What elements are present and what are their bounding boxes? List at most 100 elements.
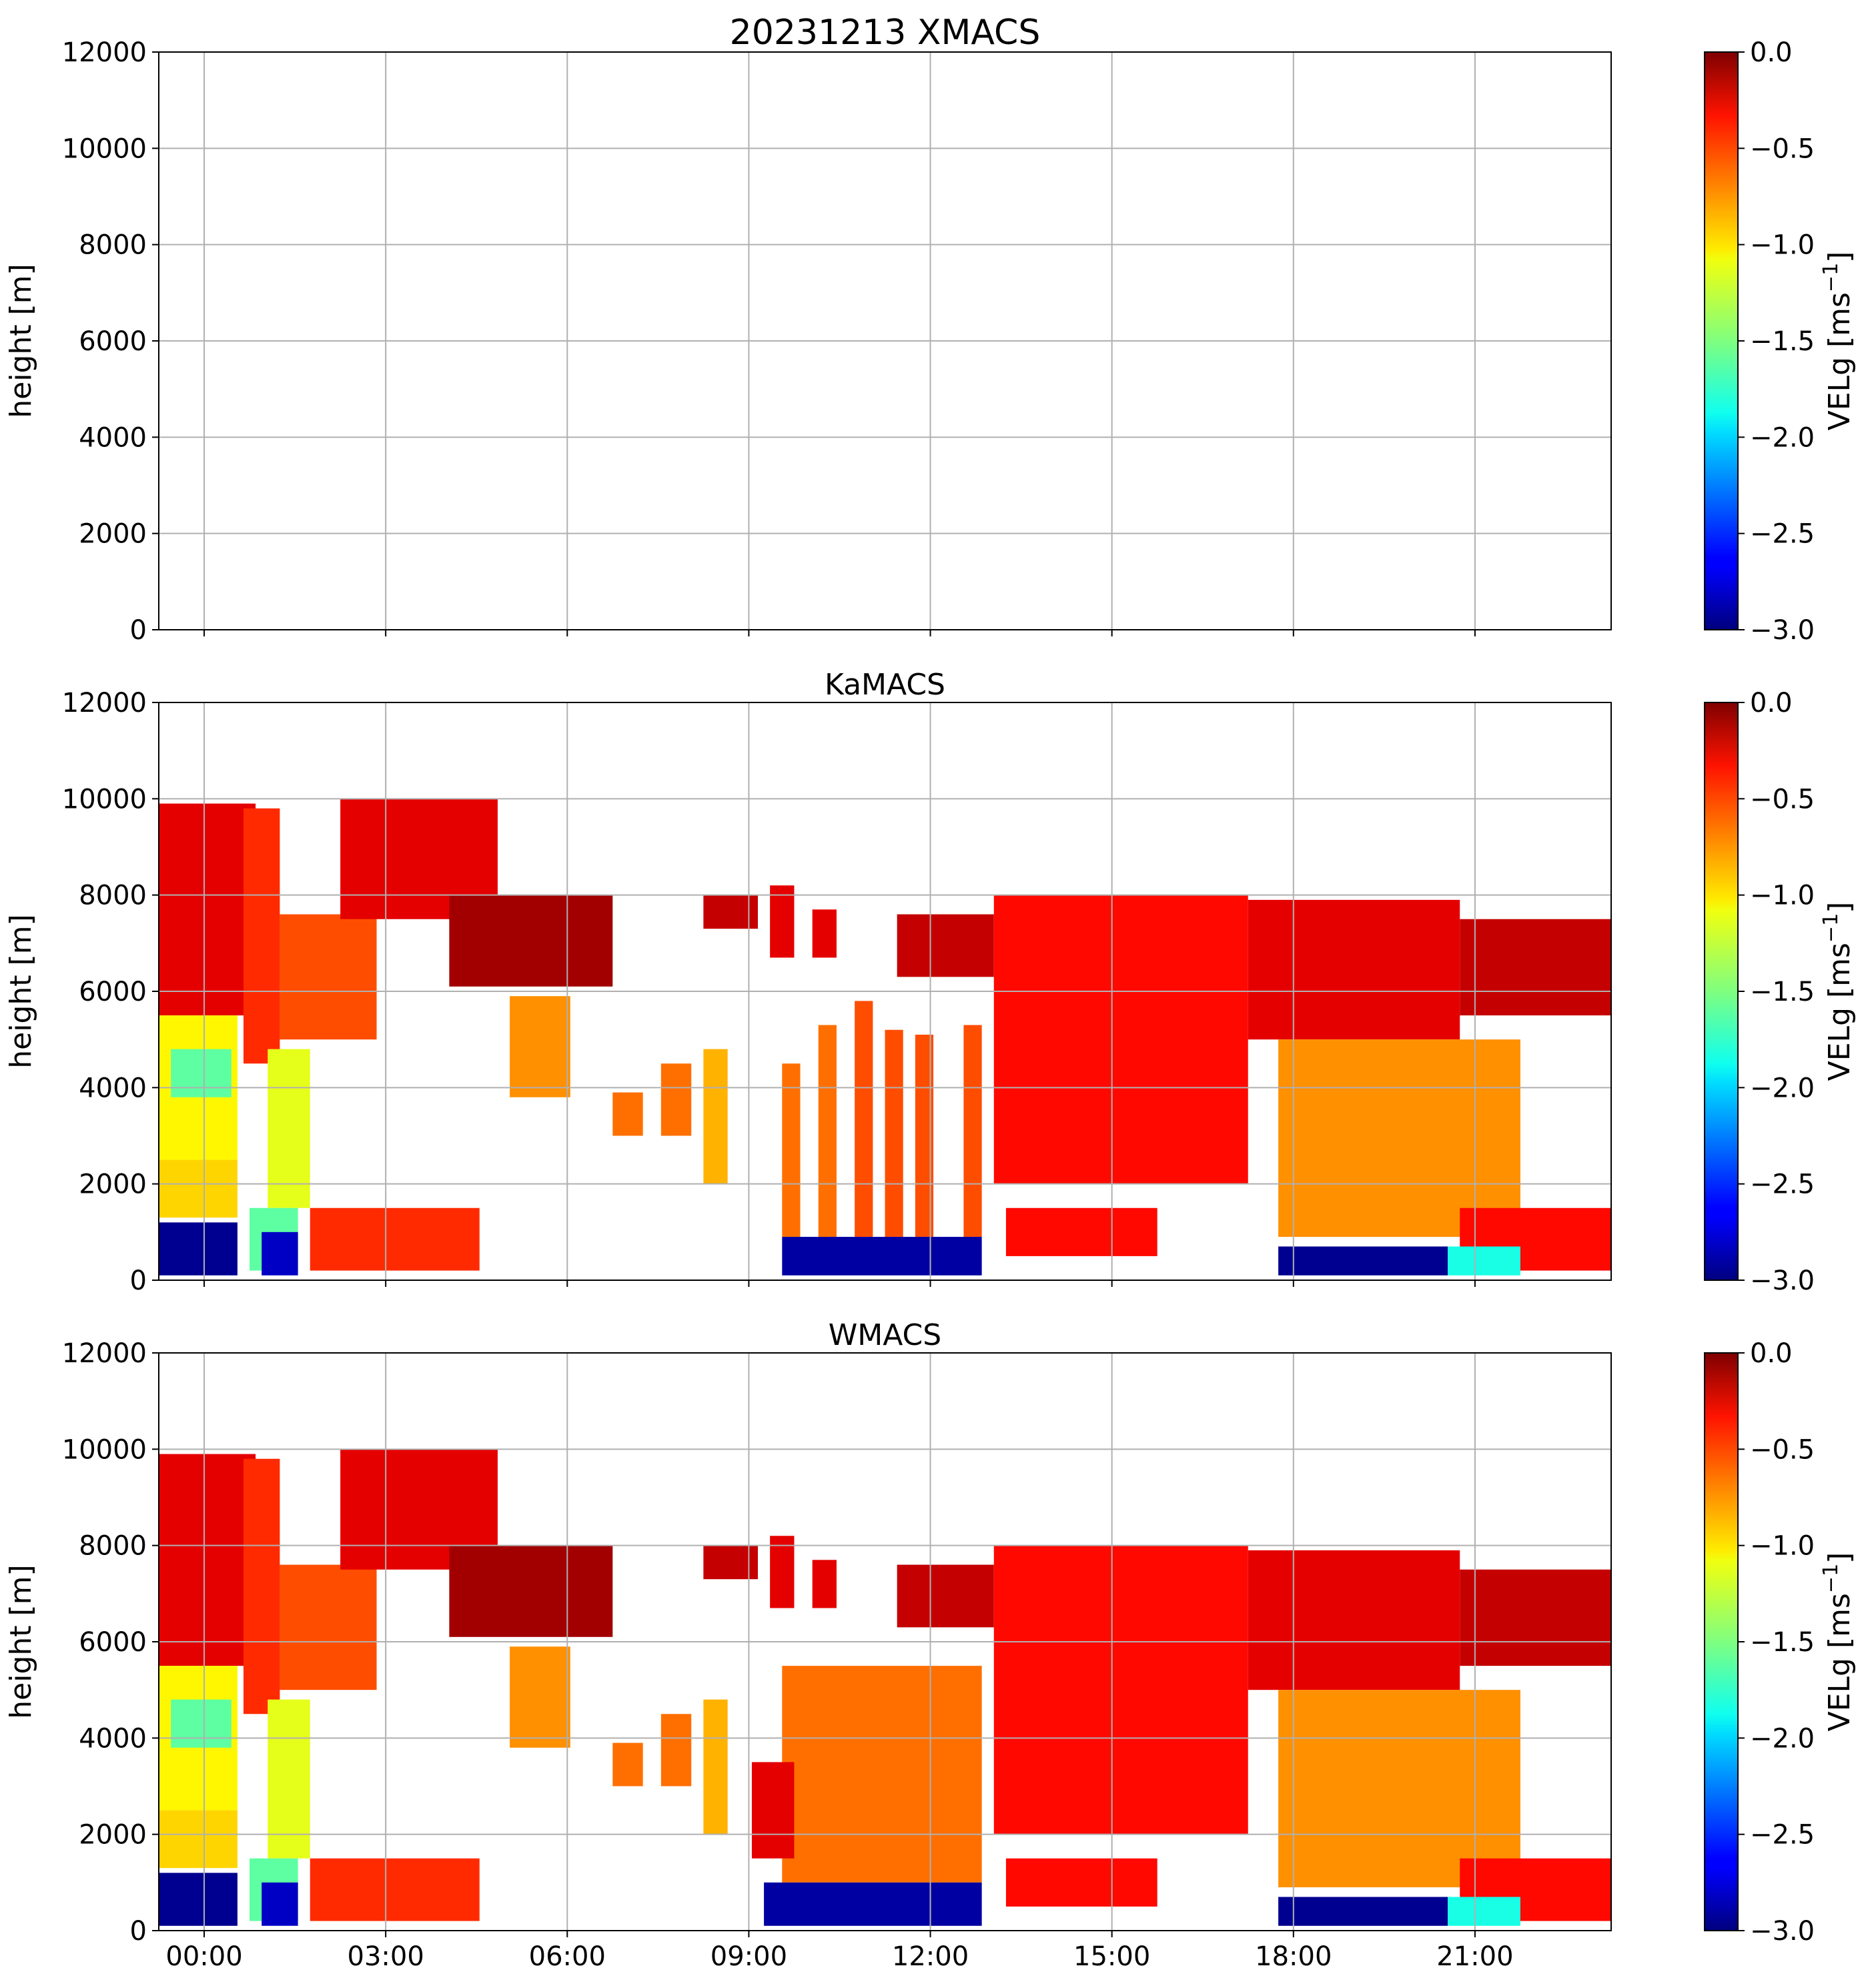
heatmap-cell-3 (159, 1159, 238, 1218)
heatmap-cell-27 (1248, 899, 1460, 1040)
heatmap-cell-5 (280, 914, 377, 1040)
colorbar-label-end: ] (1823, 252, 1857, 263)
heatmap-cell-7 (310, 1207, 480, 1271)
heatmap-cell-11 (510, 1646, 570, 1748)
y-tick-label: 8000 (79, 230, 147, 261)
y-tick-label: 12000 (62, 1338, 147, 1369)
heatmap-cell-14 (703, 1049, 728, 1184)
heatmap-cell-20 (764, 1882, 982, 1926)
heatmap-cell-28 (1278, 1039, 1520, 1237)
heatmap-cell-10 (449, 895, 613, 987)
colorbar-tick-label: −1.5 (1750, 1627, 1815, 1658)
colorbar-label: VELg [ms−1] (1819, 252, 1857, 431)
heatmap-cell-25 (1460, 1569, 1611, 1666)
y-tick-label: 12000 (62, 37, 147, 68)
heatmap-cell-28 (159, 1873, 238, 1926)
colorbar-gradient (1704, 1352, 1739, 1931)
heatmap-cell-22 (993, 1545, 1248, 1835)
y-tick-label: 8000 (79, 1531, 147, 1562)
heatmap-cell-6 (268, 1699, 310, 1859)
colorbar-tick-label: −3.0 (1750, 615, 1815, 646)
colorbar-label-sup: −1 (1819, 1564, 1843, 1593)
heatmap-cell-11 (510, 996, 570, 1097)
heatmap-cell-23 (963, 1025, 982, 1237)
colorbar-tick-label: −1.5 (1750, 326, 1815, 357)
y-tick-label: 8000 (79, 881, 147, 911)
colorbar-tick-label: −3.0 (1750, 1916, 1815, 1947)
colorbar-tick-label: −2.0 (1750, 1073, 1815, 1103)
heatmap-cell-29 (262, 1882, 298, 1926)
heatmap-cell-2 (171, 1049, 231, 1097)
heatmap-cell-16 (770, 1536, 795, 1608)
colorbar-tick-label: −0.5 (1750, 133, 1815, 164)
heatmap-cell-24 (782, 1237, 982, 1276)
colorbar-tick-label: −2.0 (1750, 422, 1815, 453)
heatmap-cell-25 (897, 914, 994, 977)
y-tick-label: 10000 (62, 1434, 147, 1465)
colorbar-tick-label: −1.0 (1750, 881, 1815, 911)
heatmap-cell-23 (1248, 1550, 1460, 1690)
colorbar-tick-label: −0.5 (1750, 1434, 1815, 1465)
x-tick-label: 18:00 (1255, 1941, 1332, 1972)
heatmap-cell-24 (1278, 1690, 1520, 1888)
colorbar-tick-label: −2.5 (1750, 1820, 1815, 1851)
colorbar-label-main: VELg [ms (1823, 943, 1857, 1081)
heatmap-cell-15 (703, 895, 759, 929)
panel-3: WMACS 0 2000 4000 6000 8000 10000 12000 height [… (4, 1318, 1857, 1972)
heatmap-cell-20 (855, 1001, 873, 1237)
heatmap-cell-30 (1278, 1897, 1448, 1926)
colorbar-gradient (1704, 702, 1739, 1281)
heatmap-cell-13 (660, 1063, 692, 1136)
y-tick-label: 12000 (62, 688, 147, 718)
heatmap-cells (159, 799, 1611, 1276)
y-axis-label: height [m] (4, 264, 38, 418)
x-tick-label: 15:00 (1073, 1941, 1150, 1972)
panel-title: WMACS (829, 1318, 941, 1352)
heatmap-cell-21 (885, 1029, 903, 1237)
colorbar-tick-label: −3.0 (1750, 1266, 1815, 1296)
x-tick-label: 12:00 (892, 1941, 969, 1972)
colorbar-label-sup: −1 (1819, 913, 1843, 943)
y-tick-label: 0 (130, 1266, 147, 1296)
heatmap-cell-4 (243, 1458, 280, 1714)
colorbar: 0.0 −0.5 −1.0 −1.5 −2.0 −2.5 −3.0 VELg [ms−1] (1704, 1338, 1857, 1947)
heatmap-cell-21 (897, 1564, 994, 1628)
heatmap-cell-5 (280, 1564, 377, 1690)
colorbar-tick-label: −2.5 (1750, 1169, 1815, 1200)
heatmap-cell-15 (703, 1545, 759, 1580)
colorbar-label: VELg [ms−1] (1819, 902, 1857, 1081)
heatmap-cell-18 (782, 1063, 801, 1237)
heatmap-cell-13 (660, 1714, 692, 1787)
colorbar: 0.0 −0.5 −1.0 −1.5 −2.0 −2.5 −3.0 VELg [ms−1] (1704, 688, 1857, 1296)
x-tick-label: 06:00 (529, 1941, 606, 1972)
heatmap-cell-30 (1005, 1207, 1157, 1256)
heatmap-cell-10 (449, 1545, 613, 1637)
heatmap-cell-26 (993, 895, 1248, 1184)
heatmap-cell-14 (703, 1699, 728, 1835)
y-tick-label: 10000 (62, 133, 147, 164)
heatmap-cell-31 (1448, 1897, 1520, 1926)
y-axis-label: height [m] (4, 1564, 38, 1718)
heatmap-cell-6 (268, 1049, 310, 1208)
colorbar-tick-label: −1.5 (1750, 977, 1815, 1007)
heatmap-cells (159, 1449, 1611, 1926)
heatmap-cell-0 (159, 803, 256, 1016)
heatmap-cell-4 (243, 808, 280, 1064)
y-tick-label: 0 (130, 615, 147, 646)
heatmap-cell-16 (770, 885, 795, 958)
heatmap-cell-19 (751, 1762, 795, 1859)
heatmap-cell-17 (812, 909, 837, 958)
colorbar-label-main: VELg [ms (1823, 1593, 1857, 1731)
heatmap-cell-7 (310, 1858, 480, 1921)
panel-title: 20231213 XMACS (730, 13, 1041, 53)
colorbar-tick-label: −1.0 (1750, 1531, 1815, 1562)
heatmap-cell-3 (159, 1810, 238, 1869)
heatmap-cell-0 (159, 1454, 256, 1666)
y-tick-label: 2000 (79, 1169, 147, 1200)
panel-1: 20231213 XMACS 0 2000 4000 6000 8000 10000 1200… (4, 13, 1857, 646)
colorbar-tick-label: −1.0 (1750, 230, 1815, 261)
y-tick-label: 2000 (79, 519, 147, 550)
colorbar-gradient (1704, 51, 1739, 630)
colorbar-tick-label: −2.0 (1750, 1723, 1815, 1754)
